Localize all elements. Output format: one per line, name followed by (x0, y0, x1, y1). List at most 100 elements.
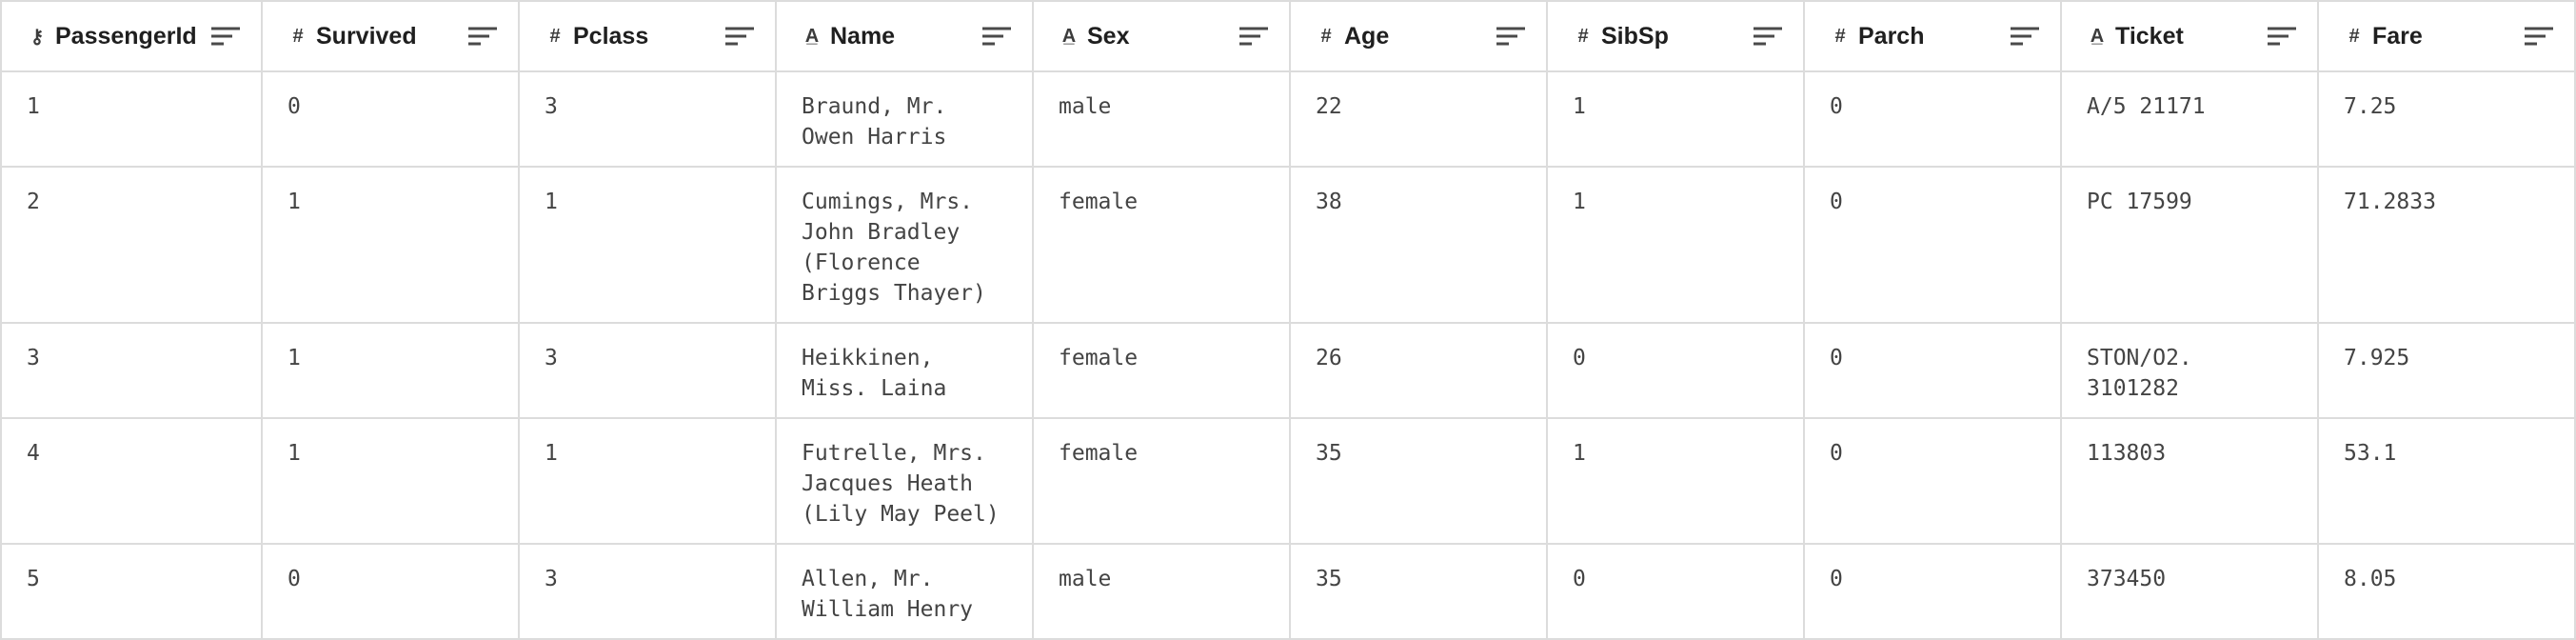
cell-passengerid[interactable]: 3 (0, 322, 263, 419)
cell-pclass[interactable]: 3 (518, 70, 777, 168)
cell-sex[interactable]: female (1032, 322, 1291, 419)
table-row[interactable]: 5 0 3 Allen, Mr. William Henry male 35 0 0 37345… (0, 543, 2576, 640)
cell-parch[interactable]: 0 (1803, 417, 2062, 545)
cell-value: 3 (545, 94, 558, 119)
cell-survived[interactable]: 0 (261, 70, 520, 168)
cell-parch[interactable]: 0 (1803, 322, 2062, 419)
sort-icon[interactable] (2268, 26, 2296, 47)
sort-icon[interactable] (211, 26, 240, 47)
column-header-left: ⚷ PassengerId (27, 23, 197, 50)
cell-survived[interactable]: 1 (261, 322, 520, 419)
column-header-content: A̲ Sex (1059, 23, 1268, 50)
column-header-left: # Fare (2344, 23, 2422, 50)
cell-age[interactable]: 22 (1289, 70, 1548, 168)
cell-sibsp[interactable]: 1 (1546, 417, 1805, 545)
cell-age[interactable]: 26 (1289, 322, 1548, 419)
sort-icon[interactable] (2011, 26, 2039, 47)
cell-parch[interactable]: 0 (1803, 543, 2062, 640)
cell-sex[interactable]: male (1032, 70, 1291, 168)
cell-passengerid[interactable]: 4 (0, 417, 263, 545)
column-header-content: A̲ Ticket (2087, 23, 2296, 50)
cell-value: PC 17599 (2087, 190, 2192, 214)
hash-icon: # (1834, 25, 1846, 47)
cell-age[interactable]: 38 (1289, 166, 1548, 324)
sort-icon[interactable] (1496, 26, 1525, 47)
cell-name[interactable]: Braund, Mr. Owen Harris (775, 70, 1034, 168)
cell-ticket[interactable]: STON/O2. 3101282 (2060, 322, 2319, 419)
cell-value: female (1059, 190, 1139, 214)
cell-passengerid[interactable]: 5 (0, 543, 263, 640)
column-header-ticket[interactable]: A̲ Ticket (2060, 0, 2319, 72)
cell-survived[interactable]: 1 (261, 417, 520, 545)
cell-ticket[interactable]: PC 17599 (2060, 166, 2319, 324)
column-header-left: # Survived (287, 23, 416, 50)
column-header-age[interactable]: # Age (1289, 0, 1548, 72)
cell-name[interactable]: Heikkinen, Miss. Laina (775, 322, 1034, 419)
cell-parch[interactable]: 0 (1803, 70, 2062, 168)
table-row[interactable]: 1 0 3 Braund, Mr. Owen Harris male 22 1 0 A/5 21… (0, 70, 2576, 168)
cell-parch[interactable]: 0 (1803, 166, 2062, 324)
cell-value: 0 (1830, 567, 1843, 591)
column-header-left: A̲ Name (802, 23, 895, 50)
cell-passengerid[interactable]: 2 (0, 166, 263, 324)
cell-age[interactable]: 35 (1289, 417, 1548, 545)
cell-age[interactable]: 35 (1289, 543, 1548, 640)
cell-value: 1 (545, 190, 558, 214)
cell-value: Futrelle, Mrs. Jacques Heath (Lily May P… (802, 441, 1000, 527)
column-header-pclass[interactable]: # Pclass (518, 0, 777, 72)
cell-fare[interactable]: 7.925 (2317, 322, 2576, 419)
cell-value: 1 (1573, 190, 1586, 214)
cell-value: 0 (1830, 346, 1843, 370)
column-header-sex[interactable]: A̲ Sex (1032, 0, 1291, 72)
cell-ticket[interactable]: A/5 21171 (2060, 70, 2319, 168)
cell-name[interactable]: Allen, Mr. William Henry (775, 543, 1034, 640)
cell-fare[interactable]: 53.1 (2317, 417, 2576, 545)
cell-sex[interactable]: female (1032, 166, 1291, 324)
cell-value: 0 (1830, 190, 1843, 214)
cell-pclass[interactable]: 3 (518, 543, 777, 640)
cell-value: female (1059, 346, 1139, 370)
sort-icon[interactable] (1239, 26, 1268, 47)
cell-pclass[interactable]: 1 (518, 166, 777, 324)
cell-fare[interactable]: 71.2833 (2317, 166, 2576, 324)
cell-ticket[interactable]: 373450 (2060, 543, 2319, 640)
cell-sibsp[interactable]: 0 (1546, 543, 1805, 640)
cell-fare[interactable]: 7.25 (2317, 70, 2576, 168)
cell-survived[interactable]: 0 (261, 543, 520, 640)
column-header-parch[interactable]: # Parch (1803, 0, 2062, 72)
column-header-sibsp[interactable]: # SibSp (1546, 0, 1805, 72)
sort-icon[interactable] (725, 26, 754, 47)
table-header: ⚷ PassengerId # Survived # Pclass A̲ Name A̲ Sex #… (0, 0, 2576, 72)
cell-sibsp[interactable]: 0 (1546, 322, 1805, 419)
cell-passengerid[interactable]: 1 (0, 70, 263, 168)
table-body: 1 0 3 Braund, Mr. Owen Harris male 22 1 0 A/5 21… (0, 70, 2576, 640)
cell-fare[interactable]: 8.05 (2317, 543, 2576, 640)
cell-survived[interactable]: 1 (261, 166, 520, 324)
table-row[interactable]: 3 1 3 Heikkinen, Miss. Laina female 26 0 0 STON/… (0, 322, 2576, 419)
table-row[interactable]: 2 1 1 Cumings, Mrs. John Bradley (Florence … (0, 166, 2576, 324)
cell-value: 1 (27, 94, 40, 119)
cell-value: 3 (27, 346, 40, 370)
cell-value: A/5 21171 (2087, 94, 2206, 119)
sort-icon[interactable] (2525, 26, 2553, 47)
table-row[interactable]: 4 1 1 Futrelle, Mrs. Jacques Heath (Lily Ma… (0, 417, 2576, 545)
cell-sex[interactable]: male (1032, 543, 1291, 640)
cell-sibsp[interactable]: 1 (1546, 166, 1805, 324)
cell-pclass[interactable]: 3 (518, 322, 777, 419)
column-header-name[interactable]: A̲ Name (775, 0, 1034, 72)
cell-name[interactable]: Futrelle, Mrs. Jacques Heath (Lily May P… (775, 417, 1034, 545)
column-header-passengerid[interactable]: ⚷ PassengerId (0, 0, 263, 72)
column-header-fare[interactable]: # Fare (2317, 0, 2576, 72)
sort-icon[interactable] (468, 26, 497, 47)
column-header-left: A̲ Ticket (2087, 23, 2184, 50)
sort-icon[interactable] (1754, 26, 1782, 47)
cell-ticket[interactable]: 113803 (2060, 417, 2319, 545)
hash-icon: # (1577, 25, 1589, 47)
cell-pclass[interactable]: 1 (518, 417, 777, 545)
cell-name[interactable]: Cumings, Mrs. John Bradley (Florence Bri… (775, 166, 1034, 324)
sort-icon[interactable] (982, 26, 1011, 47)
cell-sex[interactable]: female (1032, 417, 1291, 545)
cell-sibsp[interactable]: 1 (1546, 70, 1805, 168)
column-header-left: # Pclass (545, 23, 648, 50)
column-header-survived[interactable]: # Survived (261, 0, 520, 72)
